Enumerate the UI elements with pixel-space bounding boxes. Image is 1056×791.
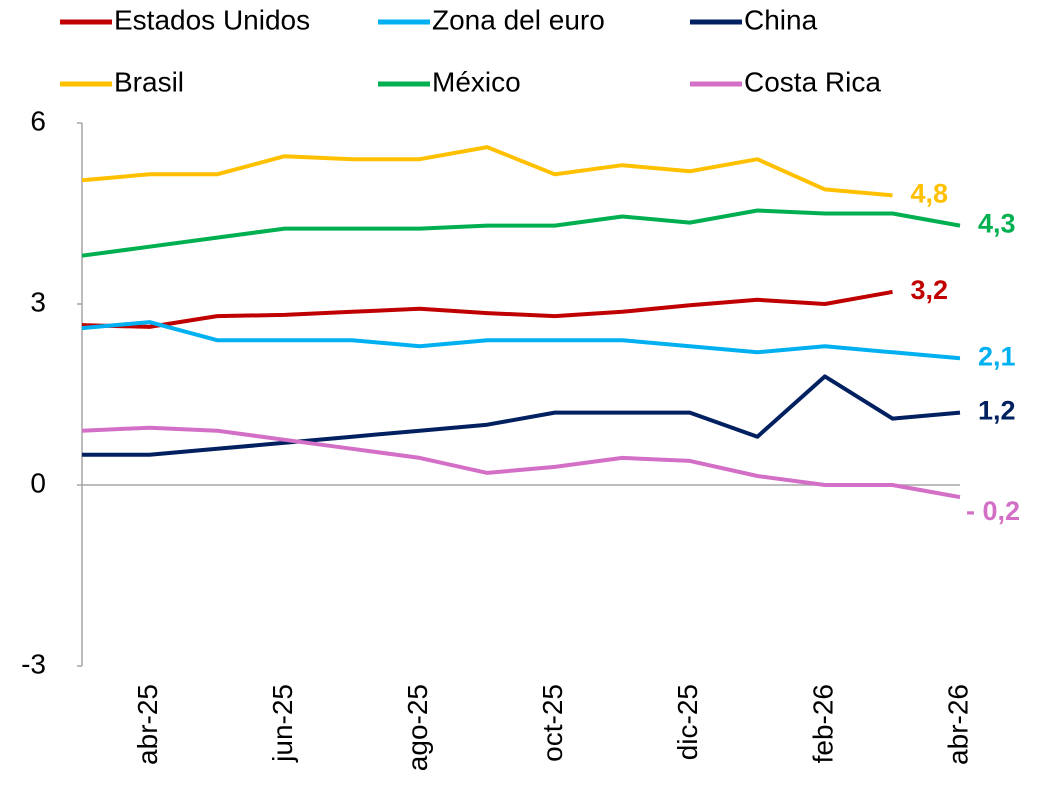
y-tick-label: -3 xyxy=(21,648,46,679)
value-label: 2,1 xyxy=(978,341,1016,371)
value-label: 1,2 xyxy=(978,396,1016,426)
value-label: - 0,2 xyxy=(966,496,1020,526)
x-tick-label: abr-25 xyxy=(132,684,163,765)
x-tick-label: jun-25 xyxy=(267,684,298,763)
y-tick-label: 3 xyxy=(30,286,46,317)
series-line xyxy=(81,320,961,361)
series-line xyxy=(81,425,961,500)
legend-label: China xyxy=(744,4,818,35)
legend-label: Zona del euro xyxy=(432,4,605,35)
series-line xyxy=(81,289,893,329)
series-line xyxy=(81,208,961,258)
x-tick-label: ago-25 xyxy=(402,684,433,771)
x-tick-label: abr-26 xyxy=(942,684,973,765)
x-tick-label: feb-26 xyxy=(807,684,838,763)
x-tick-label: oct-25 xyxy=(537,684,568,762)
value-label: 4,8 xyxy=(910,179,948,209)
legend-label: Brasil xyxy=(114,66,184,97)
legend-label: Estados Unidos xyxy=(114,4,310,35)
series-line xyxy=(82,374,961,457)
legend-label: Costa Rica xyxy=(744,66,881,97)
value-label: 3,2 xyxy=(910,275,948,305)
series-line xyxy=(81,145,893,198)
legend-label: México xyxy=(432,66,521,97)
y-tick-label: 0 xyxy=(30,467,46,498)
x-tick-label: dic-25 xyxy=(672,684,703,760)
value-label: 4,3 xyxy=(978,209,1016,239)
y-tick-label: 6 xyxy=(30,105,46,136)
